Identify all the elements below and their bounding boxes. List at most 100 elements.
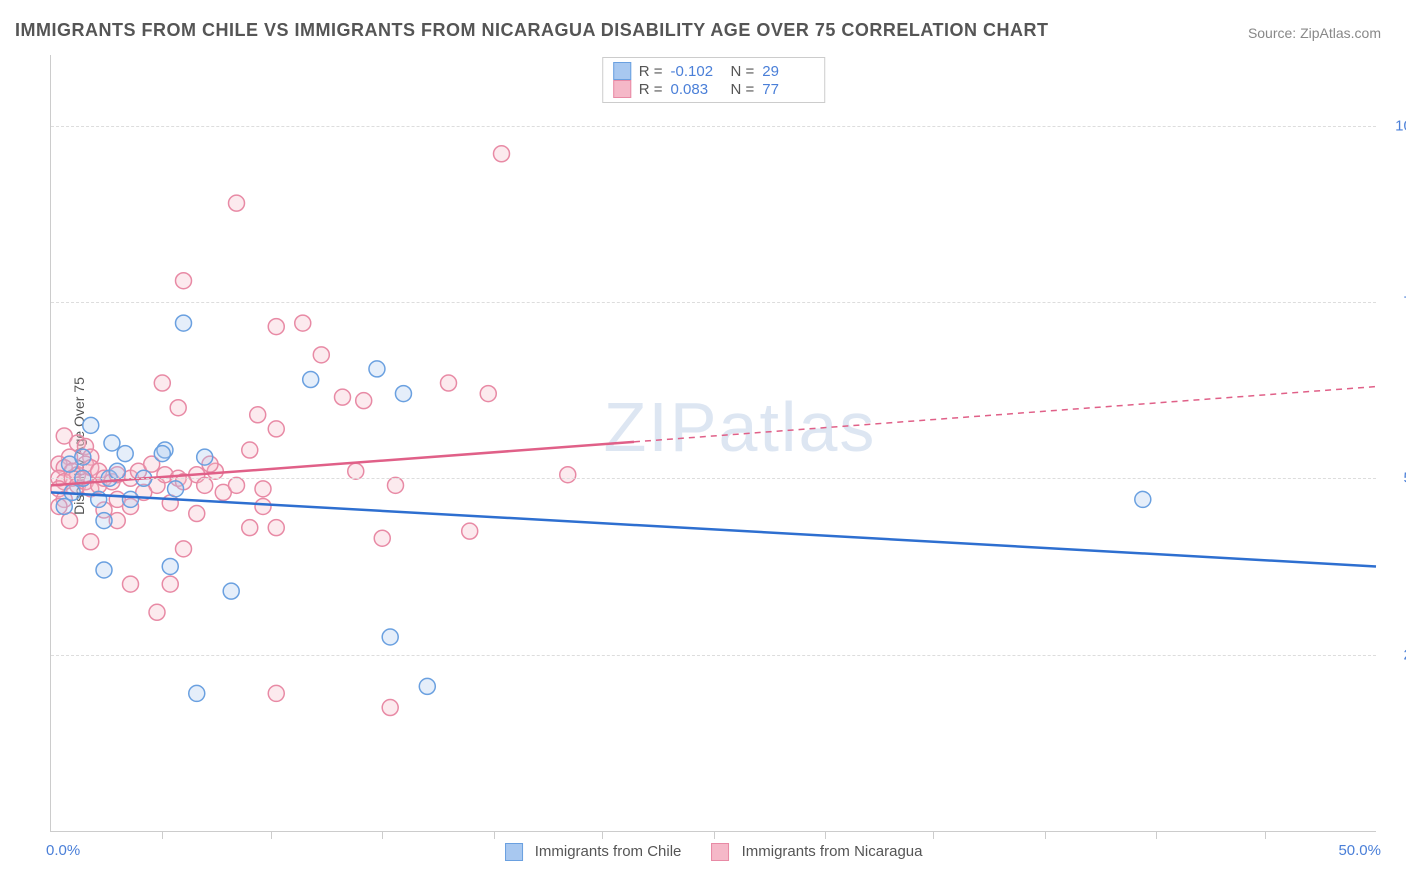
scatter-point <box>229 195 245 211</box>
stats-legend: R = -0.102 N = 29 R = 0.083 N = 77 <box>602 57 826 103</box>
scatter-point <box>395 386 411 402</box>
scatter-point <box>480 386 496 402</box>
scatter-point <box>170 400 186 416</box>
scatter-point <box>313 347 329 363</box>
x-tick <box>825 831 826 839</box>
gridline <box>51 126 1376 127</box>
legend-label: Immigrants from Chile <box>535 843 682 860</box>
scatter-point <box>197 477 213 493</box>
scatter-point <box>419 678 435 694</box>
scatter-point <box>1135 491 1151 507</box>
r-value: 0.083 <box>671 81 723 98</box>
scatter-point <box>382 700 398 716</box>
legend-swatch-chile <box>505 843 523 861</box>
scatter-point <box>335 389 351 405</box>
scatter-point <box>242 520 258 536</box>
scatter-point <box>295 315 311 331</box>
scatter-point <box>369 361 385 377</box>
scatter-point <box>462 523 478 539</box>
stats-swatch-nicaragua <box>613 80 631 98</box>
correlation-chart: IMMIGRANTS FROM CHILE VS IMMIGRANTS FROM… <box>0 0 1406 892</box>
scatter-point <box>123 576 139 592</box>
legend-item-nicaragua: Immigrants from Nicaragua <box>711 843 922 861</box>
scatter-point <box>494 146 510 162</box>
scatter-point <box>168 481 184 497</box>
scatter-point <box>117 446 133 462</box>
scatter-point <box>123 491 139 507</box>
scatter-point <box>388 477 404 493</box>
scatter-point <box>162 576 178 592</box>
scatter-point <box>149 604 165 620</box>
x-tick <box>933 831 934 839</box>
stats-row-nicaragua: R = 0.083 N = 77 <box>613 80 815 98</box>
scatter-point <box>162 558 178 574</box>
scatter-svg <box>51 55 1376 831</box>
x-tick <box>382 831 383 839</box>
legend-swatch-nicaragua <box>711 843 729 861</box>
x-tick <box>162 831 163 839</box>
r-label: R = <box>639 81 663 98</box>
source-label: Source: ZipAtlas.com <box>1248 25 1381 41</box>
gridline <box>51 302 1376 303</box>
scatter-point <box>223 583 239 599</box>
x-tick <box>714 831 715 839</box>
scatter-point <box>96 513 112 529</box>
scatter-point <box>242 442 258 458</box>
x-tick <box>1045 831 1046 839</box>
scatter-point <box>83 534 99 550</box>
x-tick <box>494 831 495 839</box>
scatter-point <box>56 498 72 514</box>
x-tick <box>271 831 272 839</box>
legend-label: Immigrants from Nicaragua <box>742 843 923 860</box>
scatter-point <box>560 467 576 483</box>
chart-title: IMMIGRANTS FROM CHILE VS IMMIGRANTS FROM… <box>15 20 1049 41</box>
scatter-point <box>176 541 192 557</box>
scatter-point <box>176 315 192 331</box>
scatter-point <box>75 449 91 465</box>
n-label: N = <box>731 63 755 80</box>
scatter-point <box>250 407 266 423</box>
scatter-point <box>83 417 99 433</box>
scatter-point <box>303 372 319 388</box>
gridline <box>51 655 1376 656</box>
r-label: R = <box>639 63 663 80</box>
scatter-point <box>348 463 364 479</box>
scatter-point <box>356 393 372 409</box>
x-tick <box>1156 831 1157 839</box>
n-value: 77 <box>762 81 814 98</box>
scatter-point <box>268 421 284 437</box>
x-axis-min-label: 0.0% <box>46 842 80 859</box>
scatter-point <box>441 375 457 391</box>
scatter-point <box>154 375 170 391</box>
scatter-point <box>197 449 213 465</box>
legend-item-chile: Immigrants from Chile <box>505 843 682 861</box>
scatter-point <box>96 562 112 578</box>
r-value: -0.102 <box>671 63 723 80</box>
scatter-point <box>109 463 125 479</box>
scatter-point <box>382 629 398 645</box>
gridline <box>51 478 1376 479</box>
scatter-point <box>268 520 284 536</box>
stats-row-chile: R = -0.102 N = 29 <box>613 62 815 80</box>
scatter-point <box>189 506 205 522</box>
scatter-point <box>189 685 205 701</box>
series-legend: Immigrants from Chile Immigrants from Ni… <box>505 843 923 861</box>
scatter-point <box>268 319 284 335</box>
scatter-point <box>255 481 271 497</box>
scatter-point <box>104 435 120 451</box>
x-tick <box>1265 831 1266 839</box>
x-tick <box>602 831 603 839</box>
plot-area: ZIPatlas R = -0.102 N = 29 R = 0.083 N =… <box>50 55 1376 832</box>
scatter-point <box>229 477 245 493</box>
n-label: N = <box>731 81 755 98</box>
stats-swatch-chile <box>613 62 631 80</box>
trend-line-dashed <box>634 387 1376 442</box>
scatter-point <box>374 530 390 546</box>
n-value: 29 <box>762 63 814 80</box>
scatter-point <box>154 446 170 462</box>
scatter-point <box>176 273 192 289</box>
scatter-point <box>268 685 284 701</box>
y-tick-label: 100.0% <box>1395 117 1406 134</box>
x-axis-max-label: 50.0% <box>1338 842 1381 859</box>
scatter-point <box>255 498 271 514</box>
